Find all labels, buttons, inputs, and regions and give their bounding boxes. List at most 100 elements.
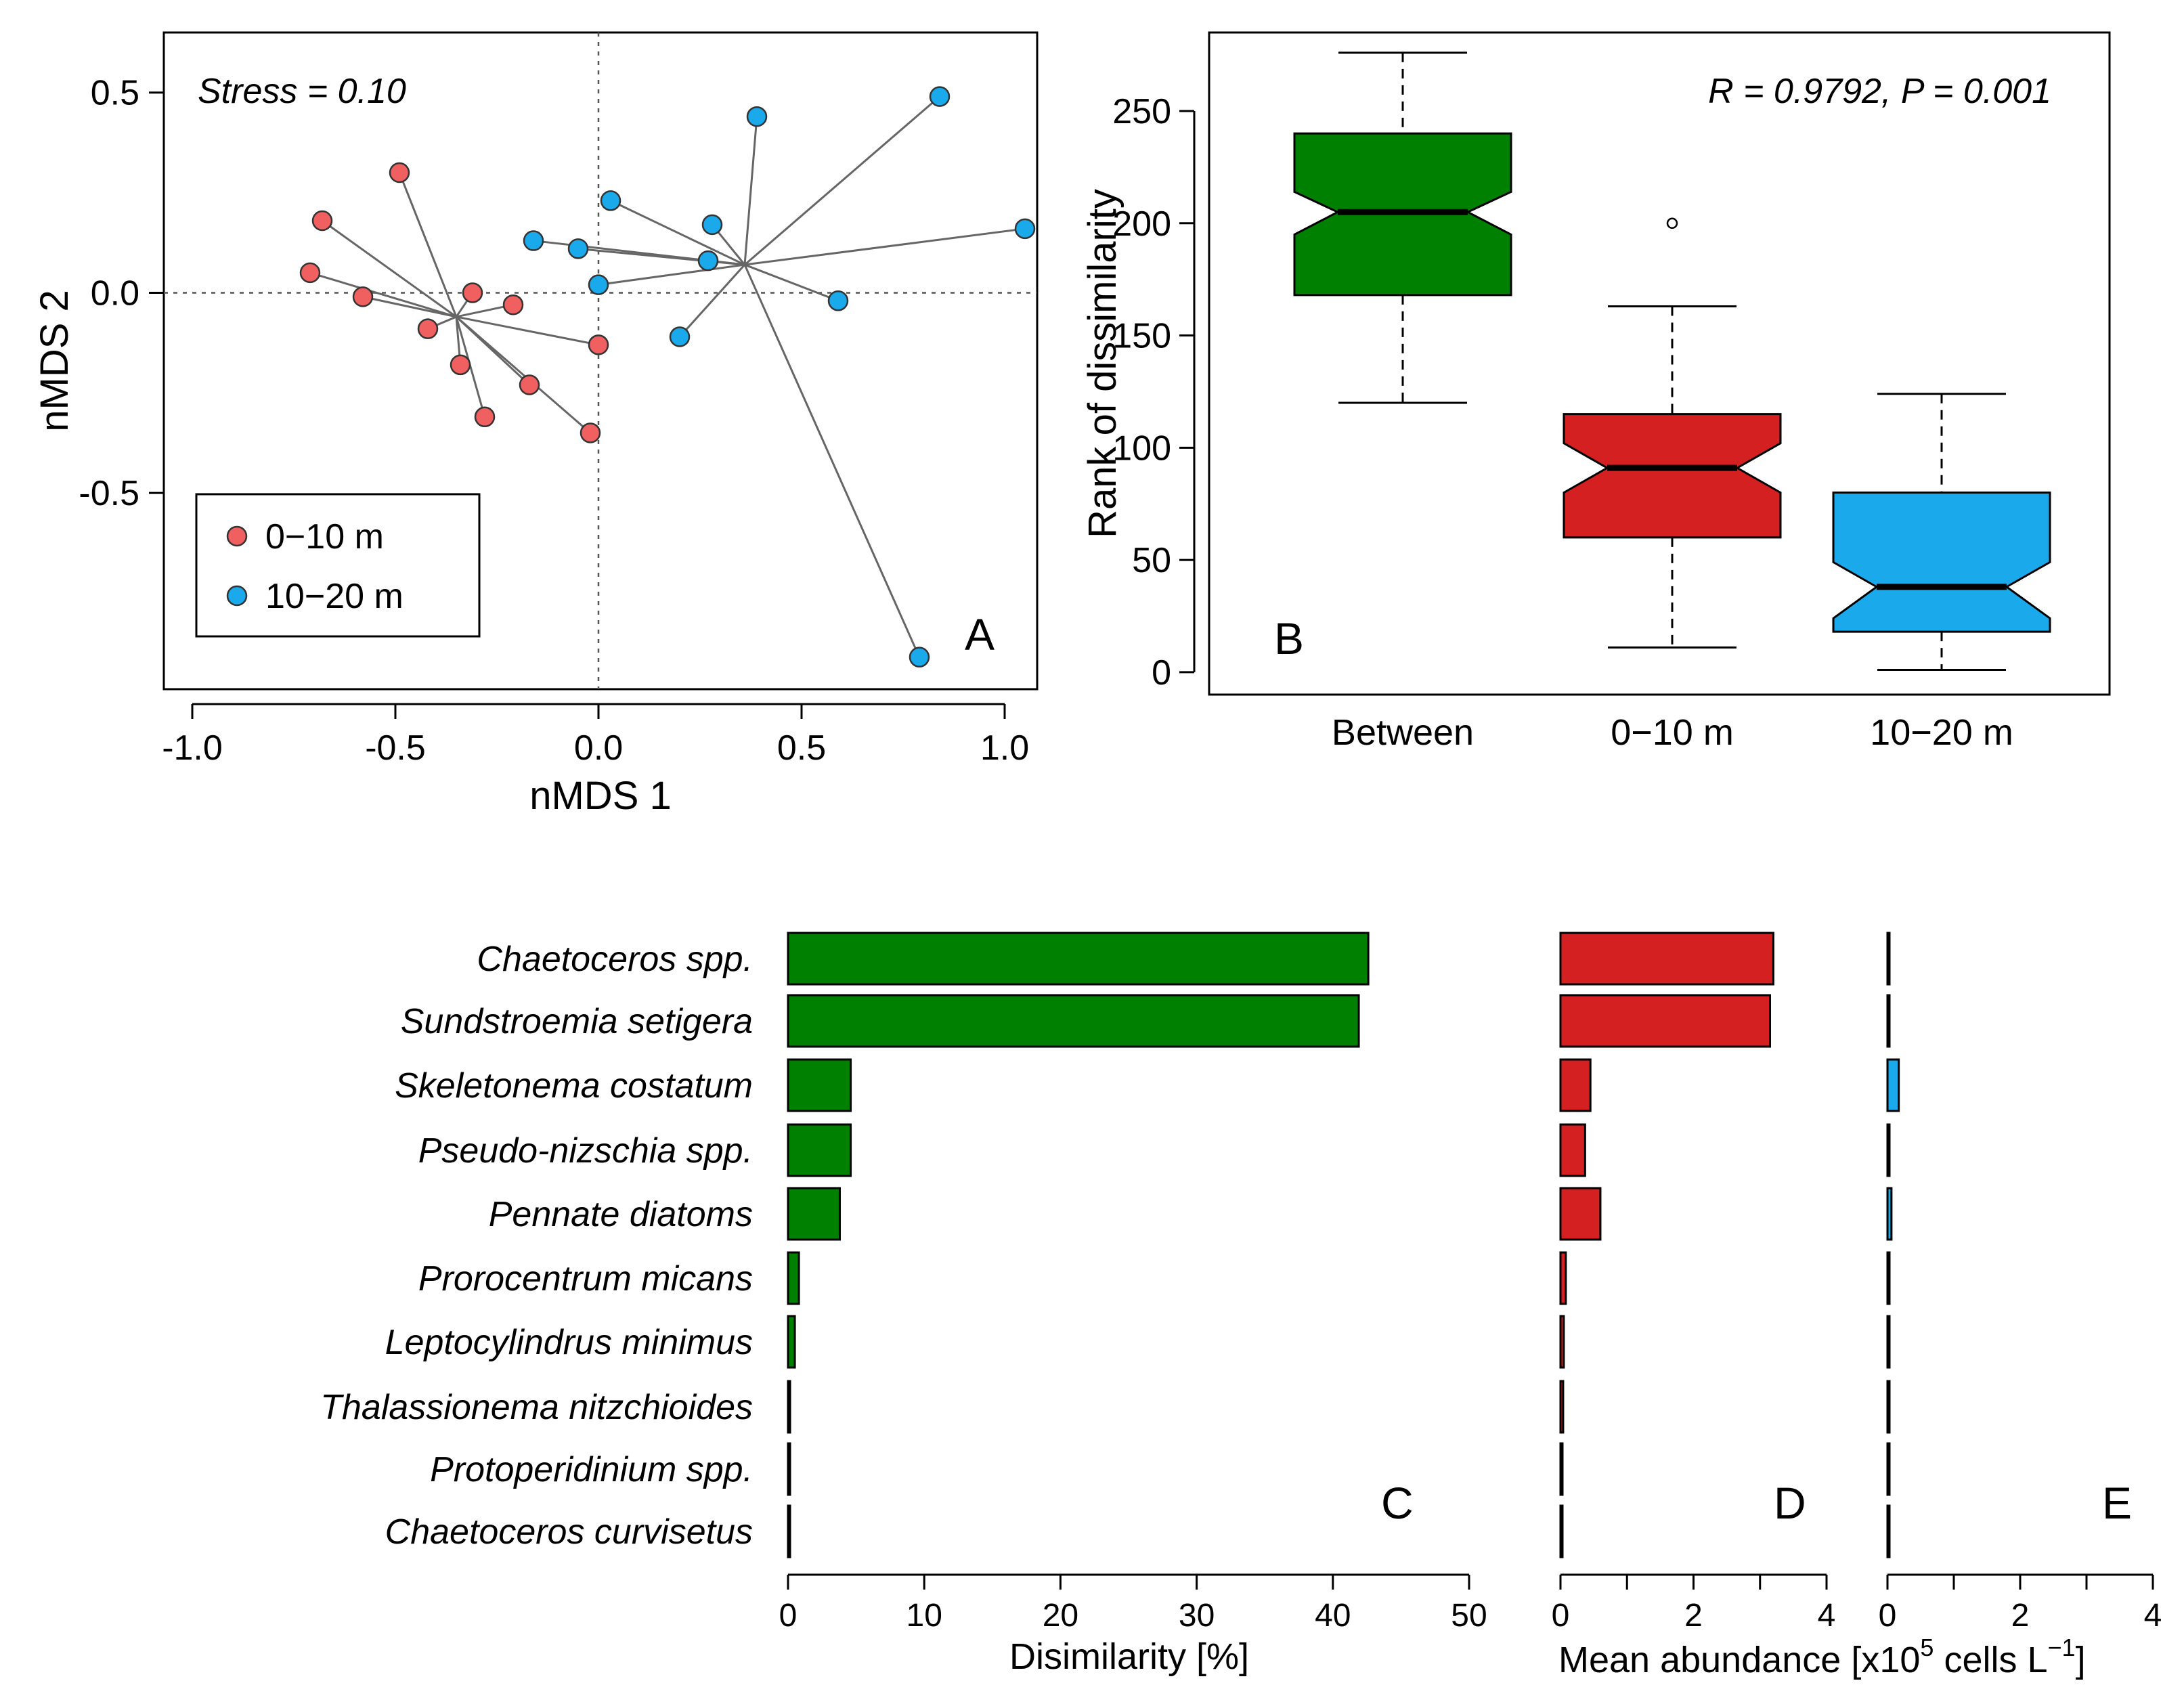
bar [1559,1315,1565,1369]
bar [1886,994,1891,1048]
scatter-point [474,406,496,428]
species-label: Protoperidinium spp. [430,1450,753,1489]
outlier-point [1666,217,1678,230]
species-label: Pseudo-nizschia spp. [418,1131,753,1171]
species-label: Sundstroemia setigera [401,1002,753,1041]
legend-box [195,493,481,638]
scatter-point [502,294,524,315]
y-tick-label: 200 [1112,204,1171,244]
scatter-point [701,214,723,236]
xlabel-de-sup1: 5 [1920,1634,1934,1661]
panel-a-frame [162,31,1039,691]
x-tick-label: 4 [2144,1598,2162,1634]
bar [1559,1251,1567,1305]
scatter-point [417,318,439,339]
spider-line [455,316,486,418]
xlabel-de-sup2: −1 [2048,1634,2076,1661]
species-label: Pennate diatoms [489,1195,753,1234]
bar [787,1058,852,1112]
x-tick-label: 4 [1818,1598,1836,1634]
x-tick-label: 30 [1179,1598,1215,1634]
spider-line [678,264,746,338]
bar [1886,1504,1891,1558]
x-category-label: 0−10 m [1611,712,1734,753]
spider-line [744,95,940,266]
bar [1559,1123,1586,1177]
bar [1886,1187,1893,1241]
scatter-point [352,286,374,307]
x-category-label: 10−20 m [1870,712,2013,753]
x-tick-label: 1.0 [980,728,1029,768]
box-3 [1832,491,2051,633]
x-tick-label: 0 [779,1598,798,1634]
bar [787,1123,852,1177]
x-tick-label: 40 [1315,1598,1351,1634]
spider-line [456,315,591,434]
legend-marker-deep [226,585,248,607]
panel-de-xlabel: Mean abundance [x105 cells L−1] [1558,1634,2086,1680]
scatter-point [909,647,930,668]
scatter-point [929,86,951,107]
spider-line [456,315,599,346]
species-label: Chaetoceros curvisetus [385,1512,753,1552]
y-tick-label: 150 [1112,317,1171,356]
scatter-point [523,230,544,251]
bar [1559,1187,1602,1241]
bar [1886,1442,1891,1496]
scatter-point [519,374,540,395]
scatter-point [580,422,601,443]
x-tick-label: -0.5 [365,728,426,768]
bar [787,1504,791,1558]
panel-a-label: A [965,609,995,659]
species-label: Leptocylindrus minimus [385,1323,753,1362]
bar [1886,1251,1891,1305]
box-2 [1563,413,1782,539]
bar [787,1315,796,1369]
panel-d: 0 2 4 D [1552,932,1836,1634]
panel-b: 0 50 100 150 200 250 Between 0−10 m 10−20 m R =… [1080,31,2111,753]
panel-a-xlabel: nMDS 1 [529,774,672,818]
bar [1886,1058,1900,1112]
bar [787,1187,841,1241]
y-tick-label: 0 [1152,653,1171,693]
spider-line [610,200,745,266]
xlabel-de-middle: cells L [1934,1640,2047,1680]
xlabel-de-prefix: Mean abundance [x10 [1558,1640,1920,1680]
bar [1559,932,1774,986]
bar [787,994,1360,1048]
x-tick-label: 0.5 [777,728,826,768]
panel-a-legend: 0−10 m 10−20 m [195,493,481,638]
bar [1559,1058,1592,1112]
spider-line [322,219,457,318]
bar [1559,1442,1564,1496]
scatter-point [450,354,471,376]
legend-label-shallow: 0−10 m [265,517,384,556]
spider-line [743,264,921,658]
spider-line [743,116,758,265]
x-tick-label: 0 [1552,1598,1570,1634]
bar [787,932,1370,986]
bar [1886,1315,1891,1369]
y-tick-label: 0.5 [91,74,139,113]
scatter-point [567,238,589,259]
x-tick-label: 2 [2011,1598,2030,1634]
panel-a: -1.0 -0.5 0.0 0.5 1.0 -0.5 0.0 0.5 Stress = 0.… [32,31,1039,818]
panel-c: Chaetoceros spp. Sundstroemia setigera Ske… [320,932,1487,1677]
x-category-label: Between [1332,712,1474,753]
panel-e-label: E [2102,1478,2132,1528]
scatter-point [669,326,691,347]
scatter-point [827,290,849,311]
x-tick-label: 10 [907,1598,942,1634]
panel-c-label: C [1381,1478,1414,1528]
bar [1559,1504,1564,1558]
panel-a-ylabel: nMDS 2 [32,290,77,432]
scatter-point [462,282,483,303]
x-tick-label: 50 [1451,1598,1487,1634]
bar [1886,1380,1891,1434]
x-tick-label: 0 [1879,1598,1897,1634]
spider-line [362,295,457,318]
y-tick-label: 250 [1112,92,1171,131]
bar [787,1251,800,1305]
spider-line [398,172,458,318]
